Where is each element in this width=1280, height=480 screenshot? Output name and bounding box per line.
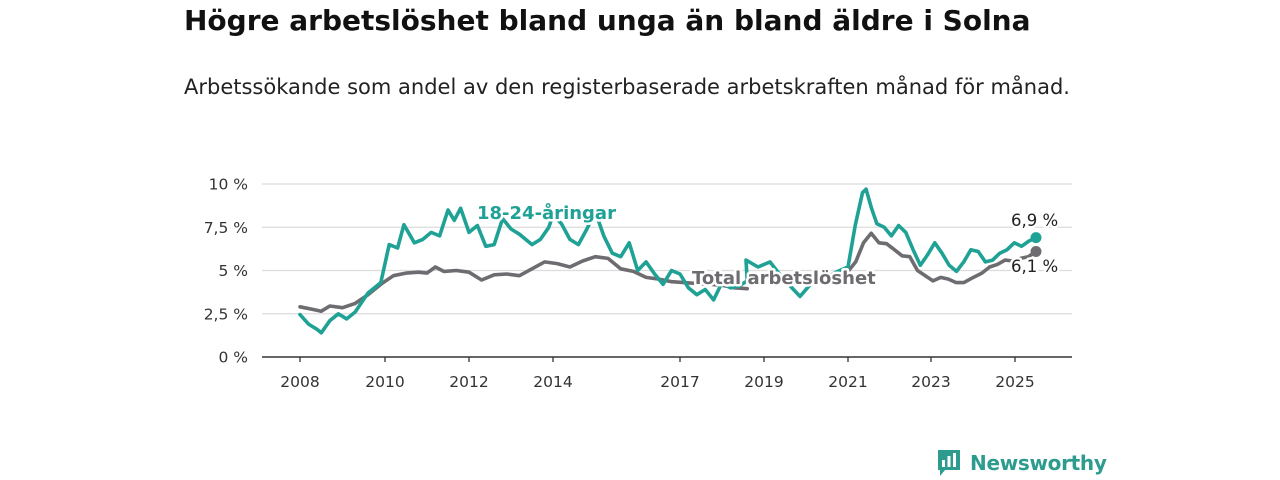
- end-value-label-youth: 6,9 %: [1011, 211, 1058, 230]
- series-labels: 18-24-åringar Total arbetslöshet 6,9 % 6,1 …: [475, 200, 1061, 292]
- series-lines: [298, 187, 1042, 335]
- x-tick-label: 2021: [828, 373, 867, 391]
- x-tick-label: 2008: [280, 373, 319, 391]
- newsworthy-logo: Newsworthy: [936, 448, 1107, 478]
- series-line-total: [298, 254, 749, 313]
- bar-chart-bubble-icon: [938, 450, 960, 476]
- brand-name: Newsworthy: [970, 451, 1107, 475]
- series-line-total: [846, 231, 1038, 285]
- line-chart: 0 % 2,5 % 5 % 7,5 % 10 % 2008 2010 2012 2014 201…: [204, 176, 1072, 391]
- series-label-total: Total arbetslöshet: [692, 268, 876, 289]
- gridlines: [262, 183, 1072, 358]
- y-axis-ticks: 0 % 2,5 % 5 % 7,5 % 10 %: [204, 176, 248, 367]
- y-tick-label: 0 %: [218, 349, 248, 367]
- series-end-point-total: [1030, 245, 1042, 257]
- series-line-youth: [298, 187, 1038, 335]
- chart-title: Högre arbetslöshet bland unga än bland ä…: [184, 4, 1031, 37]
- y-tick-label: 2,5 %: [204, 305, 248, 323]
- y-tick-label: 10 %: [209, 176, 248, 194]
- x-tick-label: 2019: [744, 373, 783, 391]
- y-tick-label: 7,5 %: [204, 219, 248, 237]
- x-tick-label: 2017: [660, 373, 699, 391]
- x-tick-label: 2010: [365, 373, 404, 391]
- series-end-point-youth: [1030, 232, 1042, 244]
- end-value-label-total: 6,1 %: [1011, 257, 1058, 276]
- x-tick-label: 2025: [995, 373, 1034, 391]
- x-tick-label: 2014: [533, 373, 572, 391]
- x-axis-ticks: 2008 2010 2012 2014 2017 2019 2021 2023 2025: [280, 357, 1035, 391]
- series-label-youth: 18-24-åringar: [477, 202, 616, 224]
- chart-subtitle: Arbetssökande som andel av den registerb…: [184, 75, 1070, 99]
- y-tick-label: 5 %: [218, 262, 248, 280]
- x-tick-label: 2023: [911, 373, 950, 391]
- x-tick-label: 2012: [449, 373, 488, 391]
